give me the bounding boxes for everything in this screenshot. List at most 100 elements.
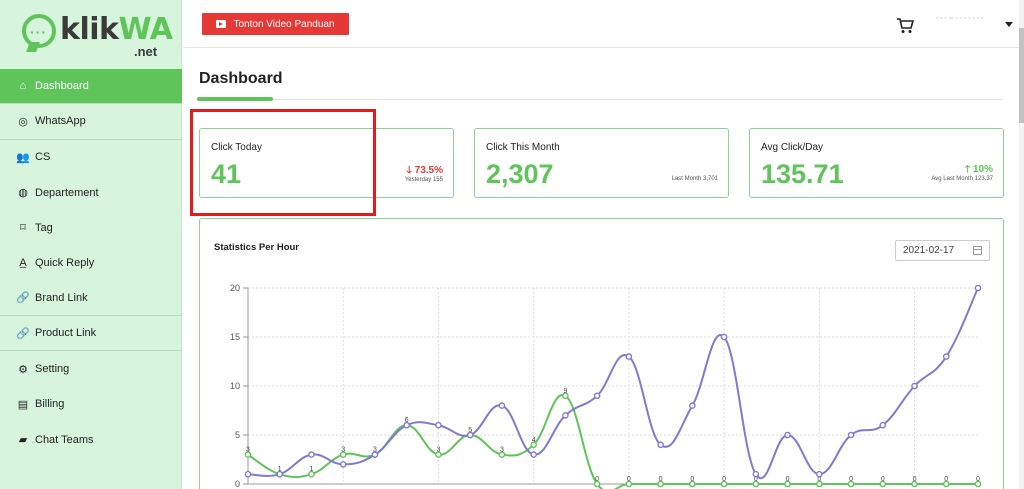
data-label: 0 xyxy=(881,476,885,483)
series-1-point xyxy=(720,333,728,341)
series-0-point xyxy=(689,480,696,488)
series-0-point xyxy=(720,480,728,488)
data-label: 0 xyxy=(690,476,694,483)
card-change-value: 10% xyxy=(972,164,993,175)
data-label: 3 xyxy=(341,447,345,454)
tutorial-video-button[interactable]: Tonton Video Panduan xyxy=(202,13,349,35)
series-1-point xyxy=(879,421,887,429)
date-picker[interactable]: 2021-02-17 xyxy=(895,240,990,261)
series-0-point xyxy=(911,480,918,488)
data-label: 5 xyxy=(468,427,472,434)
card-sub: Yesterday 155 xyxy=(404,177,443,183)
series-1-point xyxy=(625,353,633,360)
user-menu-name[interactable]: · · · ·· · · · · · · · xyxy=(936,15,984,22)
sidebar-item-departement[interactable]: ◍ Departement xyxy=(0,175,182,210)
data-label: 0 xyxy=(754,476,758,483)
series-1-point xyxy=(276,470,284,478)
series-0-point xyxy=(308,470,315,478)
data-label: 0 xyxy=(659,476,663,483)
title-divider xyxy=(197,99,1003,100)
whatsapp-logo-icon xyxy=(22,14,56,48)
date-value: 2021-02-17 xyxy=(903,245,955,256)
series-1-point xyxy=(784,431,791,439)
series-1-point xyxy=(403,421,410,429)
sidebar-item-cs[interactable]: 👥 CS xyxy=(0,140,182,175)
series-line-1 xyxy=(247,287,979,479)
font-icon: A̲ xyxy=(19,257,27,270)
logo-accent: WA xyxy=(118,12,173,47)
series-1-point xyxy=(911,382,918,390)
card-sub: Avg Last Month 123.37 xyxy=(931,176,993,182)
sidebar-item-label: Chat Teams xyxy=(35,433,94,446)
series-1-point xyxy=(498,402,506,409)
card-value: 135.71 xyxy=(761,159,844,189)
card-label: Click This Month xyxy=(486,142,560,153)
sidebar-item-label: Departement xyxy=(35,186,99,199)
page-scrollbar[interactable] xyxy=(1019,0,1024,489)
sidebar-item-setting[interactable]: ⚙ Setting xyxy=(0,351,182,386)
card-label: Avg Click/Day xyxy=(761,142,824,153)
badge-icon: ◍ xyxy=(18,187,28,200)
series-1-point xyxy=(689,402,696,409)
series-0-point xyxy=(974,480,982,488)
play-icon xyxy=(216,20,227,28)
sidebar: ··· klikWA .net ⌂ Dashboard ◎ WhatsApp 👥 CS ◍ D… xyxy=(0,0,182,489)
series-line-0 xyxy=(247,394,978,489)
sidebar-item-label: WhatsApp xyxy=(35,115,86,128)
users-icon: 👥 xyxy=(16,151,30,164)
series-1-point xyxy=(244,470,252,478)
link-icon: 🔗 xyxy=(16,327,30,340)
link-icon: 🔗 xyxy=(16,292,30,305)
chart-panel: Statistics Per Hour 2021-02-17 0 5 10 15 20 3… xyxy=(199,218,1004,489)
logo-suffix: .net xyxy=(134,44,158,59)
data-label: 4 xyxy=(532,437,536,444)
data-label: 0 xyxy=(817,476,821,483)
sidebar-item-chat-teams[interactable]: ▰ Chat Teams xyxy=(0,422,182,457)
series-1-point xyxy=(816,470,823,478)
series-0-point xyxy=(339,451,347,458)
sidebar-item-label: Setting xyxy=(35,363,70,376)
arrow-down-icon: 🡓 xyxy=(406,165,412,176)
sidebar-item-label: Dashboard xyxy=(35,80,89,93)
data-label: 0 xyxy=(595,476,599,483)
series-1-point xyxy=(593,392,601,400)
sidebar-item-dashboard[interactable]: ⌂ Dashboard xyxy=(0,69,182,105)
series-0-point xyxy=(942,480,950,488)
data-label: 3 xyxy=(500,447,504,454)
calendar-icon xyxy=(973,246,982,255)
sidebar-item-label: Billing xyxy=(35,398,65,411)
series-1-point xyxy=(371,451,379,458)
card-click-month: Click This Month 2,307 Last Month 3,701 xyxy=(474,128,729,198)
series-1-point xyxy=(530,451,537,458)
y-tick-label: 15 xyxy=(230,332,240,342)
series-0-point xyxy=(562,392,569,400)
sidebar-item-product-link[interactable]: 🔗 Product Link xyxy=(0,316,182,352)
sidebar-item-tag[interactable]: ⌑ Tag xyxy=(0,210,182,245)
y-tick-label: 10 xyxy=(230,381,240,391)
sidebar-item-quick-reply[interactable]: A̲ Quick Reply xyxy=(0,245,182,280)
page-title: Dashboard xyxy=(199,70,283,87)
chevron-down-icon[interactable] xyxy=(1005,22,1013,27)
gear-icon: ⚙ xyxy=(18,363,28,376)
card-click-today: Click Today 41 🡓 73.5% Yesterday 155 xyxy=(199,128,454,198)
chat-icon: ▰ xyxy=(18,434,28,447)
chart-title: Statistics Per Hour xyxy=(214,242,299,253)
topbar: Tonton Video Panduan · · · ·· · · · · · … xyxy=(183,0,1024,48)
data-label: 6 xyxy=(405,417,409,424)
sidebar-item-brand-link[interactable]: 🔗 Brand Link xyxy=(0,281,182,317)
series-1-point xyxy=(562,412,569,419)
sidebar-item-label: CS xyxy=(35,151,51,164)
series-1-point xyxy=(942,353,950,360)
tutorial-video-label: Tonton Video Panduan xyxy=(233,18,335,30)
cart-icon[interactable] xyxy=(896,18,914,34)
logo[interactable]: ··· klikWA .net xyxy=(22,10,173,62)
logo-dots: ··· xyxy=(30,24,47,40)
sidebar-item-label: Brand Link xyxy=(35,291,88,304)
sidebar-item-whatsapp[interactable]: ◎ WhatsApp xyxy=(0,104,182,140)
series-0-point xyxy=(784,480,791,488)
sidebar-item-billing[interactable]: ▤ Billing xyxy=(0,387,182,422)
card-avg-click: Avg Click/Day 135.71 🡑 10% Avg Last Mont… xyxy=(749,128,1004,198)
card-change: 🡑 10% xyxy=(965,162,993,179)
